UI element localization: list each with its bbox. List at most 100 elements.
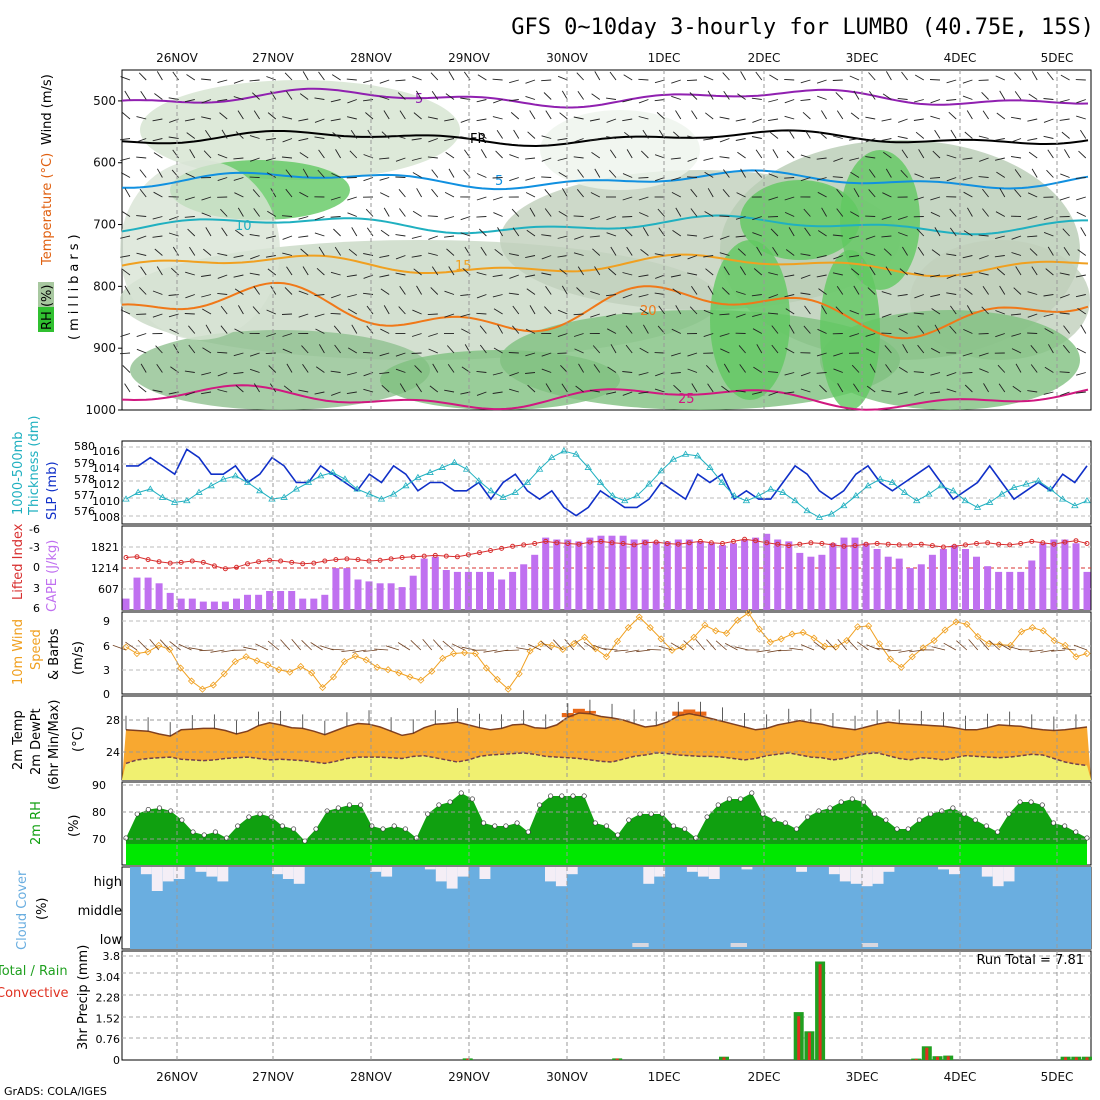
wind-barb	[913, 371, 924, 373]
rh-point	[313, 826, 319, 832]
wind-barb	[914, 173, 924, 178]
wind-barb	[284, 287, 293, 295]
wind-barb	[558, 211, 568, 217]
li-point	[929, 543, 935, 549]
wind-barb	[705, 268, 714, 276]
wind-barb	[525, 372, 536, 374]
rh-point	[324, 808, 330, 814]
wind-barb	[268, 365, 277, 373]
wind-barb	[897, 313, 908, 318]
wind-barb	[768, 196, 779, 201]
wind-barb	[448, 168, 455, 178]
cape-bar	[663, 541, 671, 610]
wind-barb	[121, 268, 131, 276]
isotherm-label: FR	[470, 132, 487, 147]
wind-barb	[154, 93, 163, 100]
wind-barb-10m	[625, 649, 640, 653]
wind-barb	[687, 135, 698, 139]
precip-tick: 3.8	[103, 950, 121, 963]
wind-barb	[120, 172, 131, 178]
wind-barb	[347, 308, 358, 315]
isotherm-label: 10	[235, 219, 252, 234]
thickness-point	[754, 492, 763, 499]
wind-barb	[397, 92, 406, 100]
rh-point	[291, 826, 297, 832]
wind-barb	[124, 188, 131, 198]
cloud-high-gap	[217, 867, 229, 882]
wind-barb	[577, 91, 584, 100]
wind-barb	[298, 138, 309, 142]
wind-barb	[172, 71, 179, 81]
wind-barb	[186, 132, 196, 139]
wind-speed-point	[843, 636, 851, 645]
wind-barb	[351, 227, 358, 237]
wind-barb-10m	[159, 639, 170, 651]
wind-barb	[917, 344, 925, 354]
wind-barb	[816, 372, 827, 374]
thickness-point	[706, 463, 714, 470]
cape-bar	[730, 543, 737, 610]
wind-barb	[623, 74, 633, 81]
cape-bar	[906, 568, 914, 610]
wind-barb	[1011, 156, 1022, 159]
wind-barb	[609, 149, 617, 159]
date-label-bottom: 27NOV	[252, 1070, 294, 1084]
wind-barb-10m	[767, 649, 782, 653]
wind-barb	[416, 90, 422, 100]
li-point	[907, 542, 913, 548]
wind-barb	[525, 328, 536, 334]
wind-barb-10m	[1073, 644, 1088, 651]
cape-bar	[774, 539, 782, 610]
temp-max-fill	[572, 708, 585, 713]
thickness-point	[499, 493, 507, 500]
wind-barb	[205, 227, 212, 237]
wind-barb	[185, 196, 195, 201]
wind-barb	[821, 305, 827, 315]
wind-barb	[432, 363, 439, 373]
wind-barb	[626, 149, 633, 159]
wind-barb	[656, 112, 665, 120]
wind-barb	[868, 72, 876, 81]
wind-barb	[477, 173, 487, 178]
cape-bar	[310, 598, 318, 610]
cape-label: CAPE (J/kg)	[45, 540, 60, 612]
wind-barb	[428, 333, 438, 337]
wind-barb	[431, 188, 439, 198]
wind-barb	[964, 384, 973, 393]
wind-barb	[638, 372, 649, 376]
rh-point	[458, 790, 464, 796]
wind-barb	[525, 192, 536, 198]
wind-barb	[996, 268, 1006, 276]
cape-bar	[442, 570, 450, 610]
wind-speed-point	[570, 640, 578, 648]
wind-barb	[868, 169, 876, 178]
thickness-point	[961, 496, 970, 504]
wind-barb	[575, 385, 584, 393]
thickness-point	[1046, 485, 1055, 492]
wind-barb	[187, 228, 196, 237]
wind-barb	[318, 71, 325, 81]
thickness-point	[973, 503, 982, 510]
wind-barb	[686, 79, 698, 82]
wind-barb-10m	[410, 640, 422, 651]
temp-tick: 28	[106, 714, 120, 727]
li-point	[521, 542, 527, 548]
wind-barb	[416, 188, 422, 198]
cloud-low-gap	[730, 943, 747, 947]
wind-barb	[1028, 93, 1038, 100]
wind-barb	[1031, 71, 1038, 81]
wind-barb	[917, 325, 925, 334]
thickness-point	[925, 490, 933, 497]
wind-barb	[201, 116, 212, 120]
wind-barb	[962, 95, 973, 100]
wind-barb	[124, 285, 131, 295]
wind-barb	[153, 152, 163, 159]
wind-barb	[1027, 192, 1038, 198]
wind-barb	[494, 248, 503, 256]
wind10-label-b: Speed	[29, 629, 44, 670]
wind-barb	[302, 71, 309, 81]
cape-bar	[719, 545, 726, 610]
wind-barb	[1076, 348, 1087, 354]
wind-barb	[383, 305, 390, 315]
wind-barb	[1076, 115, 1086, 120]
